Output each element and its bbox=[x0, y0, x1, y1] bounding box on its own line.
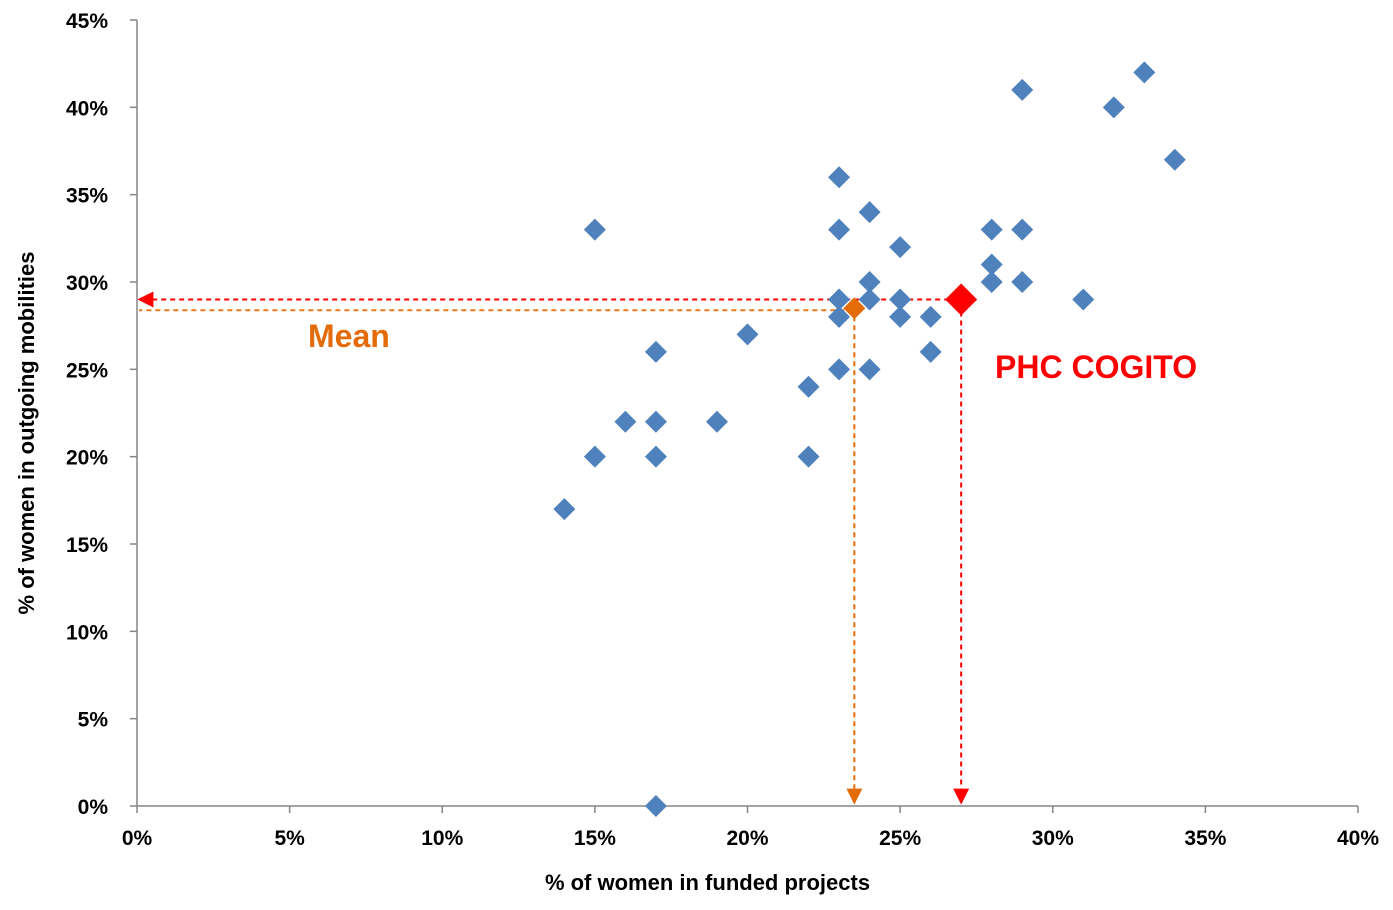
data-point bbox=[980, 253, 1003, 276]
x-axis-title: % of women in funded projects bbox=[545, 870, 870, 895]
data-point bbox=[828, 305, 851, 328]
data-point bbox=[858, 358, 881, 381]
y-tick-label: 35% bbox=[66, 185, 108, 208]
data-point bbox=[1011, 218, 1034, 241]
data-point bbox=[644, 445, 667, 468]
mean-annotation: Mean bbox=[308, 318, 390, 354]
data-point bbox=[1133, 61, 1156, 84]
data-point bbox=[828, 218, 851, 241]
data-point bbox=[797, 375, 820, 398]
data-point bbox=[889, 236, 912, 259]
x-tick-label: 25% bbox=[879, 827, 921, 850]
y-tick-label: 10% bbox=[66, 621, 108, 644]
phc-cogito-annotation: PHC COGITO bbox=[995, 349, 1197, 385]
data-point bbox=[1102, 96, 1125, 119]
ticks: 0% 5% 10% 15% 20% 25% 30% 35% 40% 0% 5% 10% 15% 20% 25… bbox=[66, 10, 1379, 850]
y-tick-label: 0% bbox=[78, 796, 109, 819]
data-point bbox=[1011, 271, 1034, 293]
y-tick-label: 30% bbox=[66, 272, 108, 295]
data-point bbox=[980, 218, 1003, 241]
data-point bbox=[583, 218, 606, 241]
annotations: Mean PHC COGITO bbox=[308, 318, 1197, 385]
data-point bbox=[828, 288, 851, 311]
x-tick-label: 35% bbox=[1184, 827, 1226, 850]
data-point bbox=[889, 305, 912, 328]
data-point bbox=[705, 410, 728, 433]
data-point bbox=[1072, 288, 1095, 311]
y-axis-title: % of women in outgoing mobilities bbox=[14, 252, 39, 615]
data-point bbox=[828, 166, 851, 189]
guide-lines bbox=[137, 291, 970, 805]
data-point bbox=[614, 410, 637, 433]
axes bbox=[136, 20, 1358, 807]
x-tick-label: 15% bbox=[574, 827, 616, 850]
data-point bbox=[553, 498, 576, 521]
y-tick-label: 40% bbox=[66, 97, 108, 120]
data-point bbox=[858, 201, 881, 224]
data-points bbox=[553, 61, 1186, 817]
y-tick-label: 5% bbox=[78, 709, 109, 732]
x-tick-label: 0% bbox=[122, 827, 153, 850]
y-tick-label: 25% bbox=[66, 359, 108, 382]
mean-point bbox=[843, 297, 866, 320]
data-point bbox=[644, 410, 667, 433]
data-point bbox=[889, 288, 912, 311]
x-tick-label: 40% bbox=[1337, 827, 1379, 850]
data-point bbox=[980, 271, 1003, 293]
data-point bbox=[828, 358, 851, 381]
x-tick-label: 30% bbox=[1032, 827, 1074, 850]
data-point bbox=[644, 795, 667, 817]
data-point bbox=[644, 340, 667, 363]
y-tick-label: 20% bbox=[66, 447, 108, 470]
data-point bbox=[858, 288, 881, 311]
data-point bbox=[797, 445, 820, 468]
data-point bbox=[919, 305, 942, 328]
x-tick-label: 20% bbox=[726, 827, 768, 850]
x-tick-label: 10% bbox=[421, 827, 463, 850]
y-tick-label: 45% bbox=[66, 10, 108, 33]
phc-cogito-point bbox=[945, 283, 978, 316]
data-point bbox=[1011, 78, 1034, 101]
data-point bbox=[919, 340, 942, 363]
data-point bbox=[736, 323, 759, 346]
data-point bbox=[583, 445, 606, 468]
y-tick-label: 15% bbox=[66, 534, 108, 557]
x-tick-label: 5% bbox=[274, 827, 305, 850]
data-point bbox=[858, 271, 881, 293]
data-point bbox=[1163, 148, 1186, 171]
